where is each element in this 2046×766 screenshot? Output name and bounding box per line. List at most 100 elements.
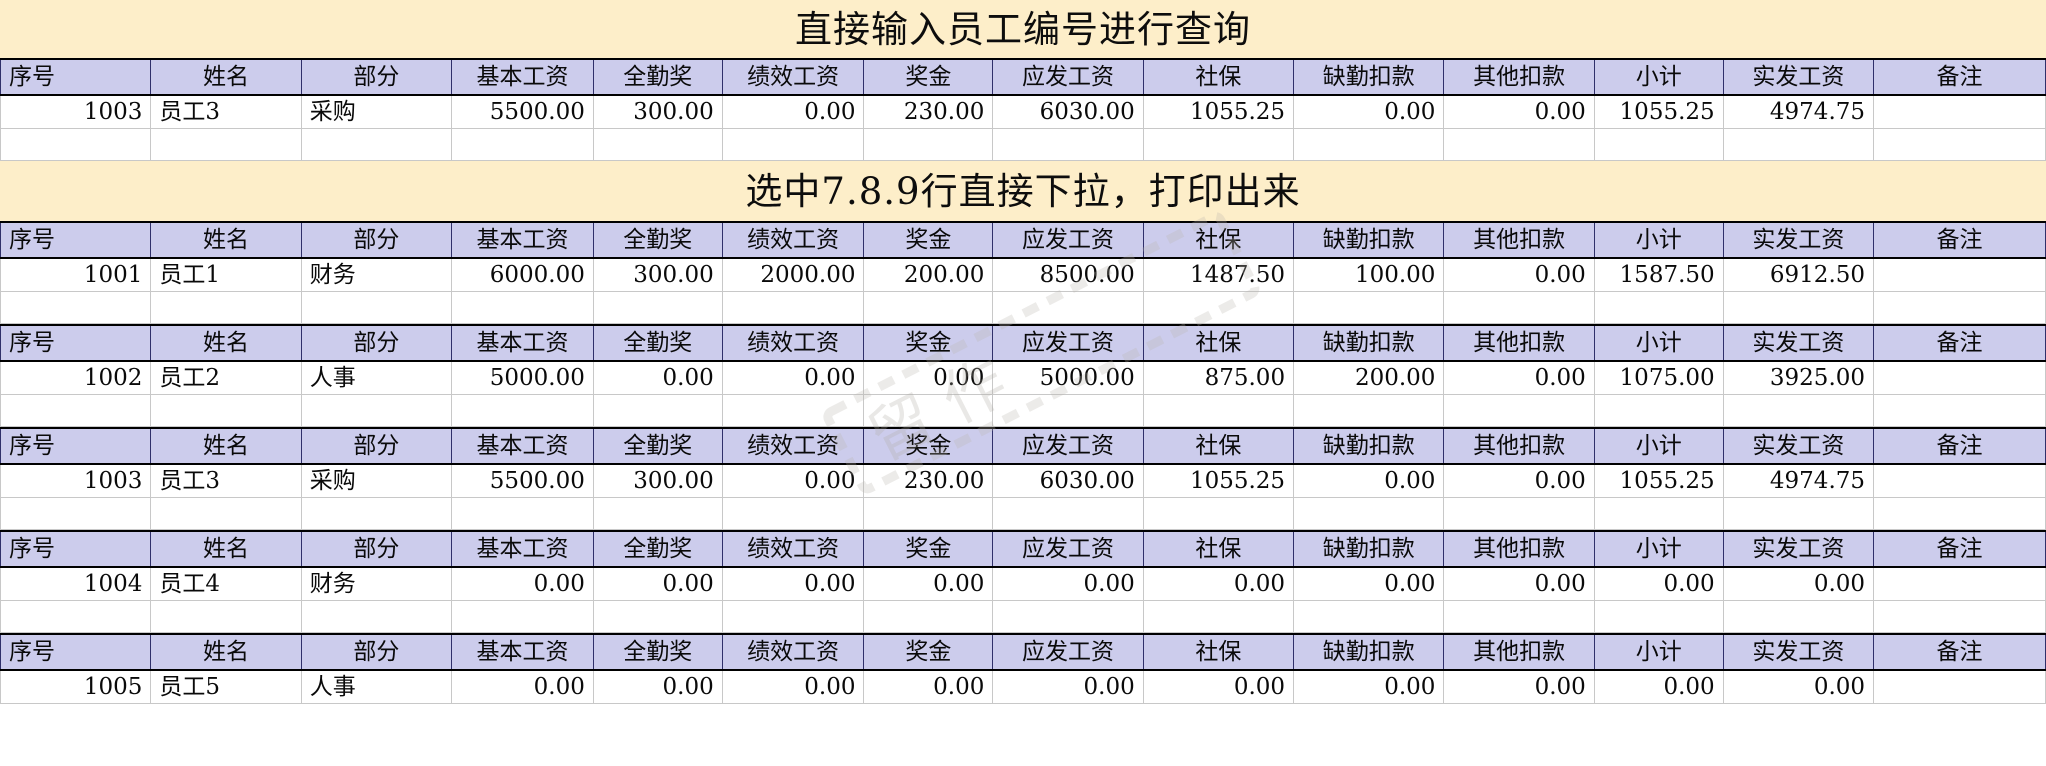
cell-net-salary[interactable]: 4974.75: [1722, 94, 1875, 129]
table-row[interactable]: 1003 员工3 采购 5500.00 300.00 0.00 230.00 6…: [0, 463, 2046, 498]
cell-attendance-bonus[interactable]: 0.00: [592, 669, 723, 704]
cell-attendance-bonus[interactable]: 300.00: [592, 257, 723, 292]
column-header-absence-deduction: 缺勤扣款: [1293, 221, 1445, 259]
cell-remark[interactable]: [1873, 257, 2046, 292]
cell-seq[interactable]: 1002: [0, 360, 152, 395]
column-header-bonus: 奖金: [863, 58, 994, 96]
column-header-performance-salary: 绩效工资: [721, 530, 865, 568]
column-header-base-salary: 基本工资: [451, 530, 594, 568]
cell-subtotal[interactable]: 0.00: [1593, 566, 1724, 601]
cell-remark[interactable]: [1873, 360, 2046, 395]
cell-base-salary[interactable]: 0.00: [451, 669, 594, 704]
cell-attendance-bonus[interactable]: 0.00: [592, 360, 723, 395]
cell-bonus[interactable]: 0.00: [863, 566, 994, 601]
cell-bonus[interactable]: 200.00: [863, 257, 994, 292]
cell-net-salary[interactable]: 0.00: [1722, 566, 1875, 601]
cell-performance-salary[interactable]: 0.00: [721, 669, 865, 704]
cell-absence-deduction[interactable]: 200.00: [1293, 360, 1445, 395]
cell-base-salary[interactable]: 5000.00: [451, 360, 594, 395]
cell-subtotal[interactable]: 1055.25: [1593, 463, 1724, 498]
cell-remark[interactable]: [1873, 669, 2046, 704]
cell-seq[interactable]: 1003: [0, 94, 152, 129]
cell-performance-salary[interactable]: 0.00: [721, 463, 865, 498]
cell-seq[interactable]: 1003: [0, 463, 152, 498]
cell-absence-deduction[interactable]: 0.00: [1293, 566, 1445, 601]
cell-performance-salary[interactable]: 0.00: [721, 360, 865, 395]
cell-dept[interactable]: 采购: [300, 463, 453, 498]
cell-gross-salary[interactable]: 6030.00: [992, 463, 1144, 498]
cell-gross-salary[interactable]: 6030.00: [992, 94, 1144, 129]
cell-dept[interactable]: 财务: [300, 257, 453, 292]
cell-subtotal[interactable]: 0.00: [1593, 669, 1724, 704]
cell-remark[interactable]: [1873, 566, 2046, 601]
cell-attendance-bonus[interactable]: 300.00: [592, 463, 723, 498]
cell-name[interactable]: 员工3: [150, 94, 302, 129]
cell-social-insurance[interactable]: 1055.25: [1142, 463, 1295, 498]
cell-net-salary[interactable]: 6912.50: [1722, 257, 1875, 292]
cell-bonus[interactable]: 0.00: [863, 360, 994, 395]
cell-base-salary[interactable]: 5500.00: [451, 94, 594, 129]
cell-performance-salary[interactable]: 0.00: [721, 566, 865, 601]
cell-gross-salary[interactable]: 0.00: [992, 669, 1144, 704]
table-row[interactable]: 1001 员工1 财务 6000.00 300.00 2000.00 200.0…: [0, 257, 2046, 292]
table-row[interactable]: 1002 员工2 人事 5000.00 0.00 0.00 0.00 5000.…: [0, 360, 2046, 395]
cell-social-insurance[interactable]: 875.00: [1142, 360, 1295, 395]
cell-dept[interactable]: 人事: [300, 360, 453, 395]
cell-remark[interactable]: [1873, 463, 2046, 498]
cell-other-deduction[interactable]: 0.00: [1443, 360, 1595, 395]
cell-other-deduction[interactable]: 0.00: [1443, 566, 1595, 601]
table-row[interactable]: 1003 员工3 采购 5500.00 300.00 0.00 230.00 6…: [0, 94, 2046, 129]
cell-other-deduction[interactable]: 0.00: [1443, 94, 1595, 129]
cell-other-deduction[interactable]: 0.00: [1443, 257, 1595, 292]
cell-gross-salary[interactable]: 5000.00: [992, 360, 1144, 395]
cell-seq[interactable]: 1004: [0, 566, 152, 601]
cell-subtotal[interactable]: 1055.25: [1593, 94, 1724, 129]
cell-name[interactable]: 员工3: [150, 463, 302, 498]
cell-bonus[interactable]: 230.00: [863, 463, 994, 498]
cell-absence-deduction[interactable]: 0.00: [1293, 463, 1445, 498]
cell-social-insurance[interactable]: 0.00: [1142, 566, 1295, 601]
cell-social-insurance[interactable]: 0.00: [1142, 669, 1295, 704]
cell-performance-salary[interactable]: 0.00: [721, 94, 865, 129]
column-header-other-deduction: 其他扣款: [1443, 58, 1595, 96]
cell-net-salary[interactable]: 0.00: [1722, 669, 1875, 704]
cell-net-salary[interactable]: 4974.75: [1722, 463, 1875, 498]
cell-bonus[interactable]: 230.00: [863, 94, 994, 129]
column-header-social-insurance: 社保: [1142, 633, 1295, 671]
cell-seq[interactable]: 1005: [0, 669, 152, 704]
cell-other-deduction[interactable]: 0.00: [1443, 463, 1595, 498]
column-header-base-salary: 基本工资: [451, 324, 594, 362]
cell-remark[interactable]: [1873, 94, 2046, 129]
cell-base-salary[interactable]: 6000.00: [451, 257, 594, 292]
cell-subtotal[interactable]: 1587.50: [1593, 257, 1724, 292]
cell-name[interactable]: 员工4: [150, 566, 302, 601]
cell-dept[interactable]: 采购: [300, 94, 453, 129]
cell-absence-deduction[interactable]: 100.00: [1293, 257, 1445, 292]
cell-name[interactable]: 员工1: [150, 257, 302, 292]
column-header-remark: 备注: [1873, 221, 2046, 259]
cell-name[interactable]: 员工5: [150, 669, 302, 704]
table-row[interactable]: 1005 员工5 人事 0.00 0.00 0.00 0.00 0.00 0.0…: [0, 669, 2046, 704]
cell-performance-salary[interactable]: 2000.00: [721, 257, 865, 292]
cell-absence-deduction[interactable]: 0.00: [1293, 94, 1445, 129]
cell-gross-salary[interactable]: 8500.00: [992, 257, 1144, 292]
cell-bonus[interactable]: 0.00: [863, 669, 994, 704]
cell-attendance-bonus[interactable]: 0.00: [592, 566, 723, 601]
column-header-dept: 部分: [300, 633, 453, 671]
table-row[interactable]: 1004 员工4 财务 0.00 0.00 0.00 0.00 0.00 0.0…: [0, 566, 2046, 601]
cell-base-salary[interactable]: 0.00: [451, 566, 594, 601]
cell-net-salary[interactable]: 3925.00: [1722, 360, 1875, 395]
cell-seq[interactable]: 1001: [0, 257, 152, 292]
cell-other-deduction[interactable]: 0.00: [1443, 669, 1595, 704]
column-header-net-salary: 实发工资: [1722, 427, 1875, 465]
cell-gross-salary[interactable]: 0.00: [992, 566, 1144, 601]
cell-name[interactable]: 员工2: [150, 360, 302, 395]
cell-base-salary[interactable]: 5500.00: [451, 463, 594, 498]
cell-dept[interactable]: 人事: [300, 669, 453, 704]
cell-absence-deduction[interactable]: 0.00: [1293, 669, 1445, 704]
cell-attendance-bonus[interactable]: 300.00: [592, 94, 723, 129]
cell-social-insurance[interactable]: 1055.25: [1142, 94, 1295, 129]
cell-dept[interactable]: 财务: [300, 566, 453, 601]
cell-social-insurance[interactable]: 1487.50: [1142, 257, 1295, 292]
cell-subtotal[interactable]: 1075.00: [1593, 360, 1724, 395]
